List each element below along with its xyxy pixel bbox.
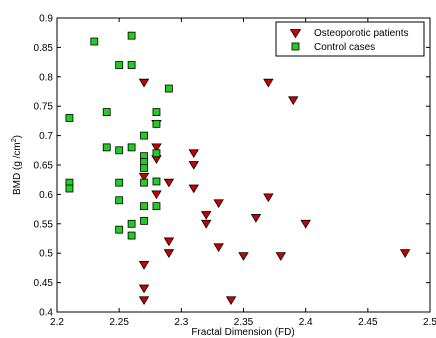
axis-ticks: 2.2 2.25 2.3 2.35 2.4 2.45 2.5 0.4 0.45 0.5 0.55 0.… [34, 14, 436, 329]
y-tick-label: 0.85 [34, 43, 54, 54]
legend-label-osteoporotic: Osteoporotic patients [314, 28, 409, 39]
osteoporotic-point [188, 184, 199, 194]
osteoporotic-point [138, 284, 150, 294]
x-tick-label: 2.3 [174, 317, 188, 328]
y-axis-label: BMD (g /cm2) [11, 135, 23, 195]
y-tick-label: 0.9 [39, 14, 53, 25]
osteoporotic-point [250, 214, 262, 223]
osteoporotic-point [225, 296, 237, 306]
control-point [140, 178, 148, 187]
legend-box [275, 21, 425, 57]
control-point [140, 216, 148, 225]
osteoporotic-point [200, 211, 212, 220]
osteoporotic-point [151, 190, 162, 200]
legend-marker-osteoporotic [289, 29, 302, 39]
osteoporotic-point [300, 219, 311, 229]
control-point [152, 177, 161, 186]
control-point [127, 61, 136, 69]
control-point [65, 184, 74, 193]
osteoporotic-point [213, 199, 224, 208]
control-point [152, 202, 161, 211]
x-tick-label: 2.25 [109, 317, 129, 328]
x-tick-label: 2.35 [234, 317, 254, 328]
osteoporotic-point [138, 78, 150, 88]
y-tick-label: 0.4 [39, 308, 53, 319]
osteoporotic-point [163, 249, 175, 258]
osteoporotic-point [263, 78, 274, 88]
control-point [127, 219, 136, 228]
control-point [152, 108, 161, 116]
osteoporotic-point [138, 261, 150, 270]
legend-marker-control [291, 42, 300, 51]
x-tick-label: 2.45 [358, 317, 378, 328]
control-point [115, 61, 124, 69]
osteoporotic-point [213, 243, 224, 253]
control-point [140, 202, 148, 211]
osteoporotic-point [163, 237, 175, 247]
x-tick-label: 2.4 [299, 317, 313, 328]
data-points [65, 31, 411, 306]
legend-label-control: Control cases [314, 42, 375, 53]
plot-area [56, 17, 431, 313]
y-tick-label: 0.55 [34, 219, 54, 230]
osteoporotic-point [138, 296, 150, 306]
control-point [102, 143, 111, 152]
osteoporotic-point [163, 178, 175, 188]
y-tick-label: 0.75 [34, 102, 54, 113]
control-point [152, 149, 161, 158]
osteoporotic-point [288, 96, 299, 106]
control-point [127, 143, 136, 152]
osteoporotic-point [188, 149, 199, 159]
control-point [90, 37, 99, 46]
control-point [65, 114, 74, 122]
control-point [164, 84, 173, 93]
osteoporotic-point [138, 172, 150, 182]
control-point [102, 108, 111, 116]
control-point [127, 231, 136, 240]
x-tick-label: 2.5 [423, 317, 436, 328]
y-tick-label: 0.5 [39, 249, 53, 260]
control-point [115, 196, 124, 205]
y-tick-label: 0.7 [39, 131, 53, 142]
osteoporotic-point [275, 252, 287, 261]
y-tick-label: 0.6 [39, 190, 53, 201]
osteoporotic-point [151, 143, 162, 153]
osteoporotic-point [238, 252, 249, 261]
osteoporotic-point [200, 219, 212, 229]
osteoporotic-point [399, 249, 411, 258]
y-tick-label: 0.65 [34, 161, 54, 172]
x-tick-label: 2.2 [50, 317, 64, 328]
control-point [140, 164, 148, 172]
control-point [115, 146, 124, 155]
control-point [140, 131, 148, 140]
control-point [127, 31, 136, 40]
control-point [115, 178, 124, 187]
y-tick-label: 0.45 [34, 278, 54, 289]
legend: Osteoporotic patients Control cases [275, 21, 425, 57]
control-point [152, 119, 161, 128]
osteoporotic-point [263, 193, 274, 203]
control-point [115, 225, 124, 234]
osteoporotic-point [188, 161, 199, 170]
x-axis-label: Fractal Dimension (FD) [191, 327, 294, 338]
y-tick-label: 0.8 [39, 72, 53, 83]
